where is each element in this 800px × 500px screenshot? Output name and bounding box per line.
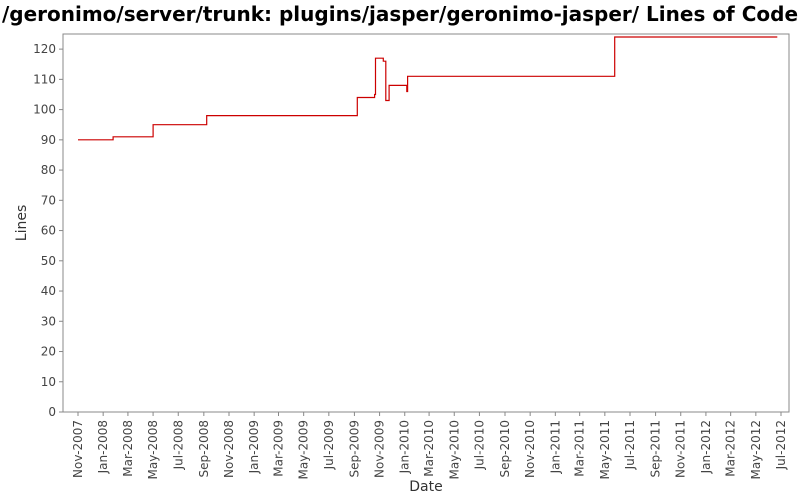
x-axis: Nov-2007 Jan-2008 Mar-2008 May-2008 Jul-2008… (71, 412, 788, 479)
x-tick-label: Mar-2011 (573, 420, 587, 477)
x-tick-label: Mar-2008 (121, 420, 135, 477)
x-tick-label: Nov-2009 (373, 420, 387, 478)
x-tick-label: Nov-2011 (674, 420, 688, 478)
y-tick-label: 120 (33, 42, 56, 56)
x-tick-label: Jul-2008 (171, 420, 185, 470)
y-tick-label: 30 (41, 314, 56, 328)
x-tick-label: Jan-2012 (699, 420, 713, 474)
chart-title: /geronimo/server/trunk: plugins/jasper/g… (1, 2, 799, 26)
x-tick-label: Jul-2010 (472, 420, 486, 470)
y-tick-label: 70 (41, 193, 56, 207)
plot-area (62, 33, 790, 413)
x-tick-label: Jan-2009 (247, 420, 261, 474)
x-tick-label: May-2012 (749, 420, 763, 479)
x-tick-label: Sep-2009 (347, 420, 361, 478)
x-tick-label: Mar-2010 (422, 420, 436, 477)
x-tick-label: Jan-2011 (548, 420, 562, 474)
y-tick-label: 100 (33, 103, 56, 117)
series-layer (78, 36, 778, 141)
y-tick-label: 90 (41, 133, 56, 147)
x-tick-label: Nov-2010 (523, 420, 537, 478)
x-tick-label: Jul-2012 (774, 420, 788, 470)
x-tick-label: Jan-2008 (96, 420, 110, 474)
x-tick-label: Sep-2008 (197, 420, 211, 478)
x-tick-label: Nov-2008 (222, 420, 236, 478)
y-tick-label: 110 (33, 72, 56, 86)
y-axis: 0 10 20 30 40 50 60 70 80 90 100 110 120 (33, 42, 63, 419)
y-tick-label: 50 (41, 254, 56, 268)
x-tick-label: May-2009 (297, 420, 311, 479)
y-axis-title: Lines (14, 205, 30, 241)
x-tick-label: Sep-2011 (649, 420, 663, 478)
y-tick-label: 60 (41, 224, 56, 238)
x-tick-label: Mar-2012 (724, 420, 738, 477)
x-tick-label: May-2008 (146, 420, 160, 479)
x-tick-label: Mar-2009 (272, 420, 286, 477)
y-tick-label: 80 (41, 163, 56, 177)
x-tick-label: Jul-2009 (322, 420, 336, 470)
x-tick-label: Nov-2007 (71, 420, 85, 478)
x-tick-label: May-2011 (598, 420, 612, 479)
y-tick-label: 0 (48, 405, 56, 419)
series-line (78, 36, 778, 141)
x-tick-label: Jul-2011 (623, 420, 637, 470)
x-tick-label: May-2010 (447, 420, 461, 479)
x-tick-label: Sep-2010 (498, 420, 512, 478)
x-tick-label: Jan-2010 (398, 420, 412, 474)
y-tick-label: 20 (41, 345, 56, 359)
y-tick-label: 40 (41, 284, 56, 298)
y-tick-label: 10 (41, 375, 56, 389)
x-axis-title: Date (409, 479, 442, 495)
